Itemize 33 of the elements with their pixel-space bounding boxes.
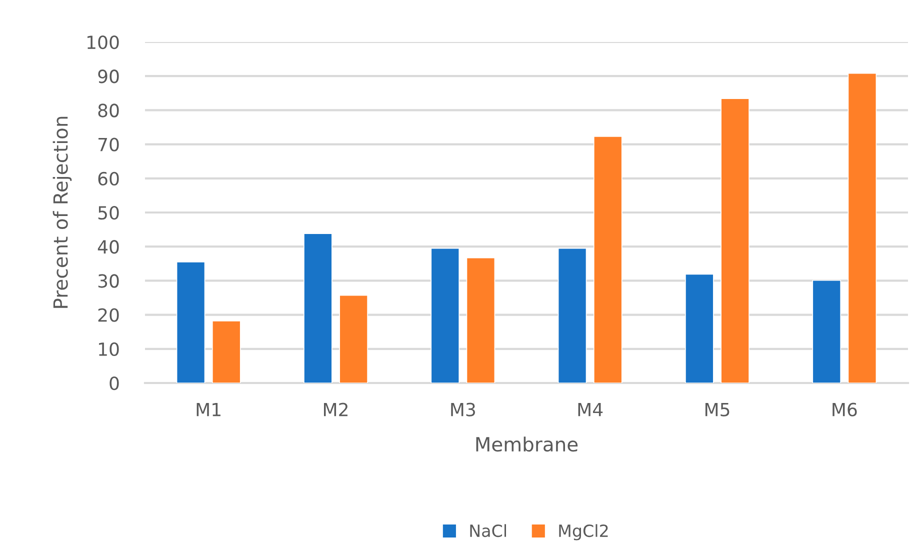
bar bbox=[430, 248, 460, 383]
y-tick-label: 60 bbox=[98, 172, 119, 186]
y-tick-label: 30 bbox=[98, 274, 119, 288]
x-tick-label: M3 bbox=[451, 402, 475, 416]
bar bbox=[304, 233, 332, 383]
bar bbox=[339, 294, 368, 383]
y-tick-label: 80 bbox=[98, 104, 119, 118]
y-tick-label: 70 bbox=[98, 138, 119, 152]
bar bbox=[848, 72, 877, 383]
legend-label: MgCl2 bbox=[559, 524, 608, 540]
y-tick-label: 40 bbox=[98, 240, 119, 254]
bar bbox=[466, 257, 496, 383]
x-tick-label: M5 bbox=[705, 403, 730, 416]
y-tick-label: 100 bbox=[88, 35, 119, 50]
y-tick-label: 50 bbox=[98, 206, 119, 220]
x-tick-label: M2 bbox=[324, 402, 348, 416]
bar bbox=[720, 98, 750, 383]
bar bbox=[593, 136, 622, 383]
x-tick-label: M6 bbox=[832, 402, 857, 416]
bar bbox=[176, 262, 206, 383]
bar bbox=[685, 274, 714, 383]
x-tick-label: M4 bbox=[578, 403, 603, 416]
y-axis-title: Precent of Rejection bbox=[52, 116, 72, 308]
x-axis-title: Membrane bbox=[476, 436, 578, 452]
y-tick-label: 10 bbox=[99, 342, 119, 356]
y-tick-label: 0 bbox=[110, 376, 119, 390]
bar bbox=[812, 280, 842, 383]
y-tick-label: 20 bbox=[98, 308, 119, 322]
x-tick-label: M1 bbox=[196, 403, 220, 416]
bar bbox=[212, 320, 241, 383]
bar bbox=[558, 248, 587, 383]
y-tick-label: 90 bbox=[98, 70, 119, 84]
legend-label: NaCl bbox=[470, 524, 506, 538]
